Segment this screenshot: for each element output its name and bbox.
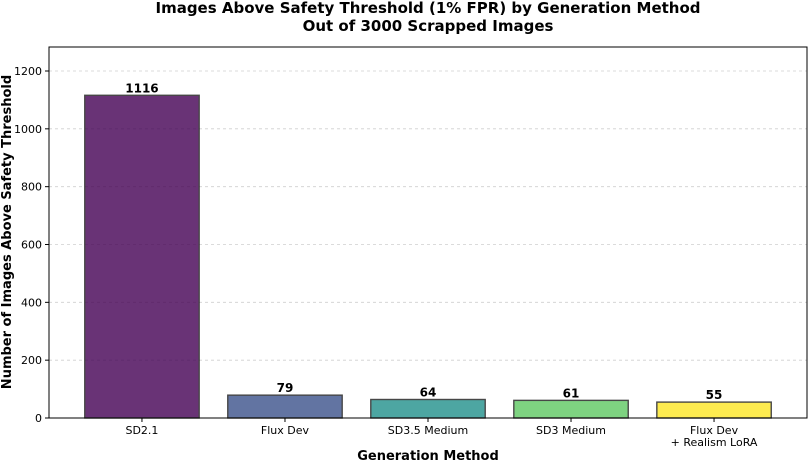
chart-title: Images Above Safety Threshold (1% FPR) b… bbox=[155, 0, 700, 35]
bar bbox=[84, 94, 200, 419]
bar bbox=[513, 399, 629, 419]
bar-value-label: 61 bbox=[563, 386, 580, 400]
y-tick-label: 0 bbox=[35, 412, 42, 425]
x-axis: SD2.1 Flux Dev SD3.5 Medium SD3 Medium Flux … bbox=[125, 418, 758, 449]
bars bbox=[84, 94, 772, 419]
bar bbox=[227, 394, 343, 419]
y-axis-label: Number of Images Above Safety Threshold bbox=[0, 75, 15, 389]
y-axis: 0 200 400 600 800 1000 1200 bbox=[14, 65, 49, 425]
bar-value-label: 1116 bbox=[125, 81, 158, 95]
bar bbox=[370, 398, 486, 419]
data-labels: 1116 79 64 61 55 bbox=[125, 81, 722, 402]
chart-title-line-1: Images Above Safety Threshold (1% FPR) b… bbox=[155, 0, 700, 17]
x-tick-label: Flux Dev bbox=[261, 424, 310, 437]
y-tick-label: 400 bbox=[21, 296, 42, 309]
bar-value-label: 79 bbox=[277, 381, 294, 395]
x-tick-label: + Realism LoRA bbox=[671, 436, 758, 449]
x-tick-label: SD2.1 bbox=[125, 424, 158, 437]
y-tick-label: 600 bbox=[21, 239, 42, 252]
y-tick-label: 1200 bbox=[14, 65, 42, 78]
y-tick-label: 800 bbox=[21, 181, 42, 194]
bar bbox=[656, 401, 772, 419]
x-axis-label: Generation Method bbox=[357, 449, 499, 463]
chart-title-line-2: Out of 3000 Scrapped Images bbox=[303, 17, 554, 35]
x-tick-label: SD3.5 Medium bbox=[388, 424, 468, 437]
bar-value-label: 55 bbox=[706, 388, 723, 402]
bar-value-label: 64 bbox=[420, 385, 437, 399]
x-tick-label: SD3 Medium bbox=[536, 424, 606, 437]
x-tick-label: Flux Dev bbox=[690, 424, 739, 437]
y-tick-label: 200 bbox=[21, 354, 42, 367]
y-tick-label: 1000 bbox=[14, 123, 42, 136]
